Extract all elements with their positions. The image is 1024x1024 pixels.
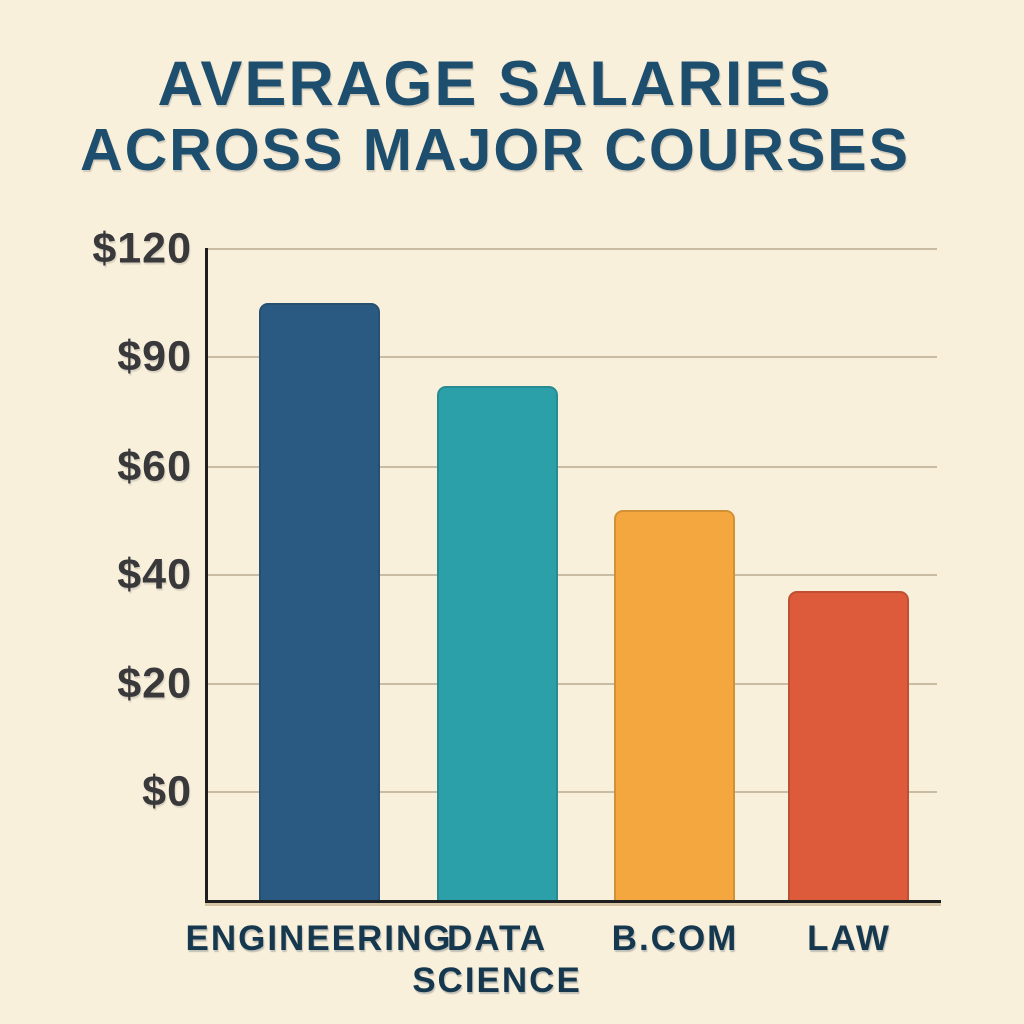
gridline-120 (207, 248, 937, 250)
x-axis-category-label-engineering: ENGINEERING (185, 919, 453, 958)
x-axis-category-label-b-com: B.COM (611, 919, 739, 958)
gridline-40 (207, 574, 937, 576)
bar-law (788, 591, 909, 901)
y-axis-tick-label-0: $0 (142, 767, 192, 816)
y-axis-tick-label-20: $20 (117, 659, 192, 708)
y-axis-line (205, 248, 208, 903)
gridline-20 (207, 683, 937, 685)
chart-title-line-2: ACROSS MAJOR COURSES (79, 117, 911, 183)
x-axis-category-label-law: LAW (807, 919, 891, 958)
y-axis-tick-label-40: $40 (117, 550, 192, 599)
x-axis-category-label-data-science: DATA SCIENCE (412, 919, 582, 1000)
bar-b-com (614, 510, 735, 901)
x-axis-line (205, 900, 941, 903)
y-axis-tick-label-60: $60 (117, 442, 192, 491)
chart-title: AVERAGE SALARIES ACROSS MAJOR COURSES (0, 50, 990, 182)
y-axis-tick-label-90: $90 (117, 332, 192, 381)
bar-data-science (437, 386, 558, 901)
gridline-0 (207, 791, 937, 793)
y-axis-tick-label-120: $120 (92, 224, 192, 273)
gridline-60 (207, 466, 937, 468)
chart-title-line-1: AVERAGE SALARIES (157, 49, 833, 119)
bar-engineering (259, 303, 380, 901)
gridline-90 (207, 356, 937, 358)
